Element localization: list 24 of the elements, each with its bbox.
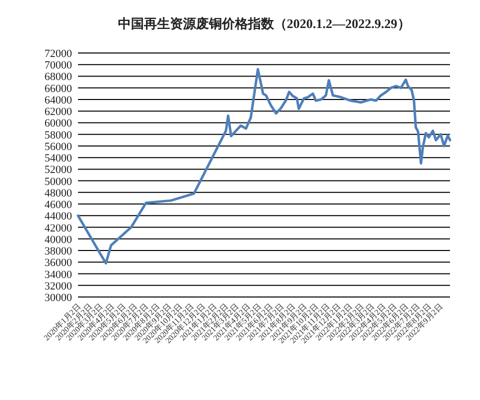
y-tick-label: 38000 [44,246,72,258]
line-series [76,68,452,265]
y-tick-label: 66000 [44,82,72,95]
y-tick-label: 48000 [44,187,72,200]
y-tick-label: 56000 [44,140,72,153]
y-tick-label: 60000 [44,118,72,130]
y-tick-label: 40000 [44,234,72,246]
y-tick-label: 50000 [44,176,72,188]
y-tick-label: 68000 [44,71,72,84]
y-tick-label: 42000 [44,222,72,234]
y-tick-label: 32000 [44,280,72,292]
y-tick-label: 72000 [44,48,72,60]
y-tick-label: 70000 [44,60,72,72]
chart-title: 中国再生资源废铜价格指数（2020.1.2—2022.9.29） [118,16,410,31]
y-tick-label: 64000 [44,94,72,106]
y-tick-label: 46000 [44,199,72,212]
y-tick-label: 44000 [44,210,72,223]
y-tick-label: 36000 [44,257,72,270]
y-tick-label: 58000 [44,129,72,142]
y-tick-label: 34000 [44,268,72,281]
y-tick-label: 62000 [44,106,72,118]
y-tick-label: 54000 [44,152,72,165]
y-tick-label: 30000 [44,292,72,304]
y-tick-label: 52000 [44,164,72,176]
